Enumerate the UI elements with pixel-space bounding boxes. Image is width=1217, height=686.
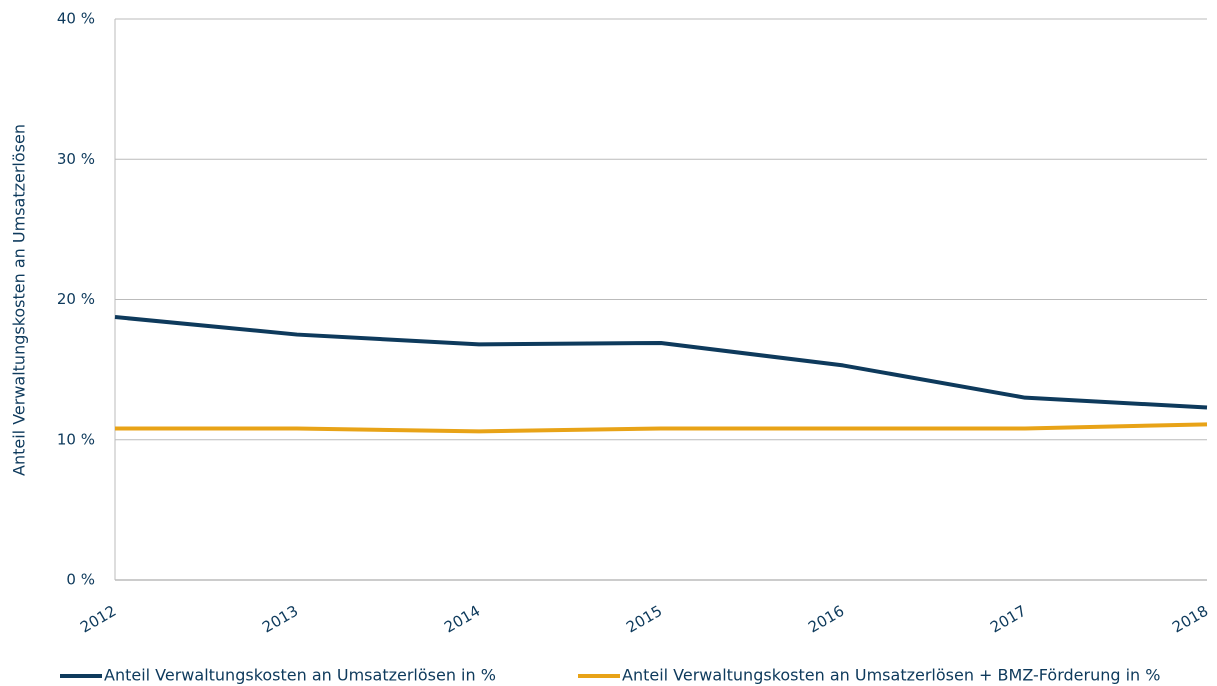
legend-label: Anteil Verwaltungskosten an Umsatzerlöse… (104, 666, 496, 685)
y-tick-label: 10 % (57, 430, 95, 448)
x-tick-label: 2014 (441, 602, 483, 637)
x-tick-label: 2015 (623, 602, 665, 637)
y-axis-label: Anteil Verwaltungskosten an Umsatzerlöse… (10, 124, 29, 476)
x-tick-label: 2013 (259, 602, 301, 637)
y-tick-label: 0 % (66, 571, 95, 589)
x-tick-label: 2017 (987, 602, 1029, 637)
legend-label: Anteil Verwaltungskosten an Umsatzerlöse… (622, 666, 1160, 685)
y-tick-label: 30 % (57, 150, 95, 168)
x-tick-label: 2016 (805, 602, 847, 637)
series-line (115, 422, 1208, 434)
x-tick-label: 2018 (1169, 602, 1211, 637)
series-line (114, 315, 1208, 410)
y-tick-label: 20 % (57, 290, 95, 308)
y-tick-label: 40 % (57, 10, 95, 28)
x-tick-label: 2012 (77, 602, 119, 637)
